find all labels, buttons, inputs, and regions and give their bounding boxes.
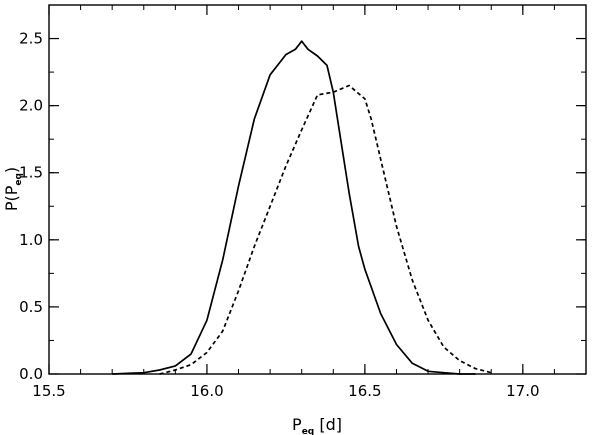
y-axis-label-suffix: ) — [2, 167, 21, 173]
y-axis-label-sub: eq — [14, 173, 24, 186]
y-axis-label: P(Peq) — [2, 167, 24, 211]
y-axis: 0.0 0.5 1.0 1.5 2.0 2.5 — [19, 4, 586, 383]
y-tick-label: 0.0 — [19, 365, 43, 383]
y-tick-label: 2.0 — [19, 97, 43, 115]
y-tick-label: 1.5 — [19, 164, 43, 182]
plot-frame — [48, 4, 587, 375]
series-line-dashed — [159, 84, 492, 375]
y-axis-label-prefix: P(P — [2, 185, 21, 211]
x-tick-label: 17.0 — [506, 382, 539, 400]
series-layer — [112, 40, 492, 375]
x-axis-label-unit: [d] — [314, 415, 342, 434]
x-tick-label: 16.0 — [190, 382, 223, 400]
x-tick-label: 15.5 — [32, 382, 65, 400]
x-axis-label-sub: eq — [302, 427, 315, 435]
x-axis-label: Peq [d] — [292, 415, 342, 435]
y-tick-label: 0.5 — [19, 298, 43, 316]
x-tick-label: 16.5 — [348, 382, 381, 400]
y-tick-label: 1.0 — [19, 231, 43, 249]
series-line-solid — [112, 40, 476, 375]
x-axis-label-main: P — [292, 415, 302, 434]
x-axis: 15.5 16.0 16.5 17.0 — [32, 5, 587, 400]
y-tick-label: 2.5 — [19, 30, 43, 48]
